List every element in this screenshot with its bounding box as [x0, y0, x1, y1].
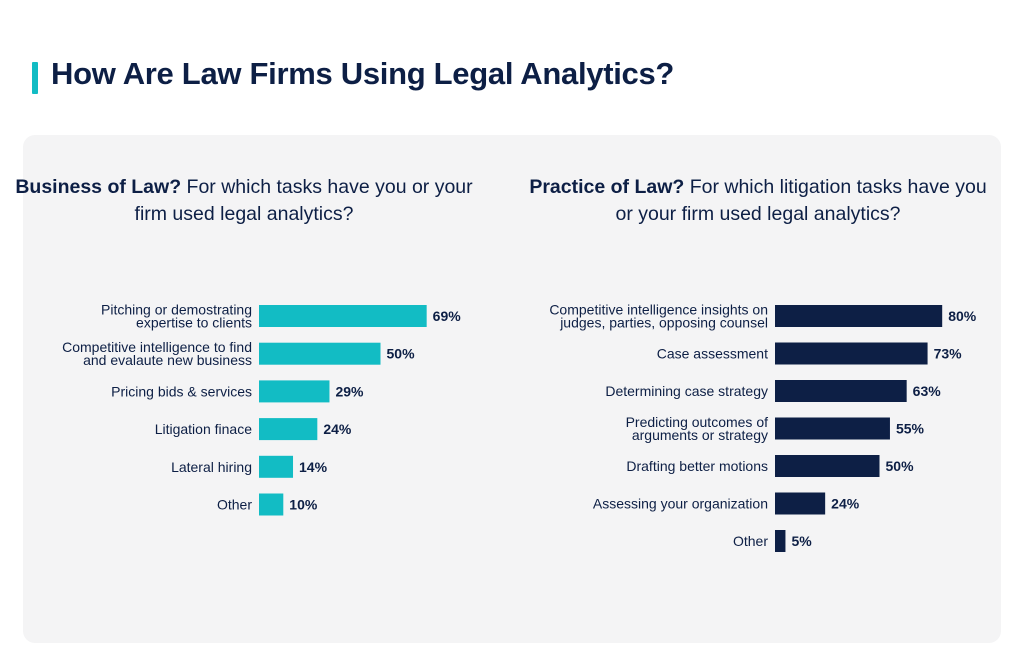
business-of-law-bar-4	[259, 418, 318, 441]
business-of-law-category-label-5: Lateral hiring	[171, 459, 252, 475]
practice-of-law-value-label-3: 63%	[913, 383, 942, 399]
practice-of-law-bar-1	[775, 305, 943, 327]
practice-of-law-category-label-6: Assessing your organization	[593, 496, 768, 512]
practice-of-law-bar-5	[775, 455, 880, 477]
business-of-law-category-label-1-line-2: expertise to clients	[136, 315, 252, 331]
practice-of-law-bar-3	[775, 380, 907, 402]
practice-of-law-category-label-5: Drafting better motions	[626, 458, 768, 474]
business-of-law-bar-3	[259, 380, 330, 403]
business-of-law-bar-1	[259, 305, 427, 327]
business-of-law-bar-2	[259, 342, 381, 365]
practice-of-law-category-label-4-line-1: Predicting outcomes of	[626, 414, 769, 430]
business-of-law-value-label-4: 24%	[323, 421, 352, 437]
practice-of-law-category-label-2: Case assessment	[657, 346, 768, 362]
practice-of-law-value-label-6: 24%	[831, 496, 860, 512]
business-of-law-value-label-2: 50%	[387, 346, 416, 362]
business-of-law-category-label-3: Pricing bids & services	[111, 383, 252, 399]
practice-of-law-bar-4	[775, 417, 890, 440]
practice-of-law-category-label-1-line-1: Competitive intelligence insights on	[549, 302, 768, 318]
practice-of-law-heading: Practice of Law? For which litigation ta…	[528, 174, 988, 228]
practice-of-law-value-label-1: 80%	[948, 308, 977, 324]
practice-of-law-bar-6	[775, 492, 826, 515]
page-title: How Are Law Firms Using Legal Analytics?	[51, 56, 675, 91]
business-of-law-value-label-3: 29%	[335, 383, 364, 399]
practice-of-law-value-label-4: 55%	[896, 421, 925, 437]
practice-of-law-category-label-1-line-2: judges, parties, opposing counsel	[559, 315, 768, 331]
practice-of-law-category-label-7: Other	[733, 533, 768, 549]
practice-of-law-heading-text: For which litigation tasks have you or y…	[615, 176, 987, 225]
title-accent-bar	[32, 62, 38, 94]
business-of-law-category-label-1-line-1: Pitching or demostrating	[101, 302, 252, 318]
practice-of-law-bar-7	[775, 530, 786, 552]
practice-of-law-heading-bold: Practice of Law?	[529, 176, 685, 198]
practice-of-law-category-label-4-line-2: arguments or strategy	[632, 427, 768, 443]
business-of-law-bar-6	[259, 493, 284, 516]
practice-of-law-category-label-3: Determining case strategy	[605, 383, 768, 399]
business-of-law-category-label-2-line-1: Competitive intelligence to find	[62, 339, 252, 355]
practice-of-law-value-label-5: 50%	[886, 458, 915, 474]
business-of-law-value-label-1: 69%	[433, 308, 462, 324]
business-of-law-heading: Business of Law? For which tasks have yo…	[14, 174, 474, 228]
business-of-law-value-label-5: 14%	[299, 459, 328, 475]
business-of-law-category-label-6: Other	[217, 497, 252, 513]
business-of-law-bar-5	[259, 455, 294, 478]
business-of-law-category-label-2-line-2: and evalaute new business	[83, 352, 252, 368]
business-of-law-value-label-6: 10%	[289, 497, 318, 513]
business-of-law-heading-bold: Business of Law?	[15, 176, 182, 198]
practice-of-law-bar-2	[775, 342, 928, 365]
practice-of-law-value-label-2: 73%	[934, 346, 963, 362]
practice-of-law-value-label-7: 5%	[791, 533, 812, 549]
business-of-law-category-label-4: Litigation finace	[155, 421, 253, 437]
business-of-law-heading-text: For which tasks have you or your firm us…	[134, 176, 473, 225]
